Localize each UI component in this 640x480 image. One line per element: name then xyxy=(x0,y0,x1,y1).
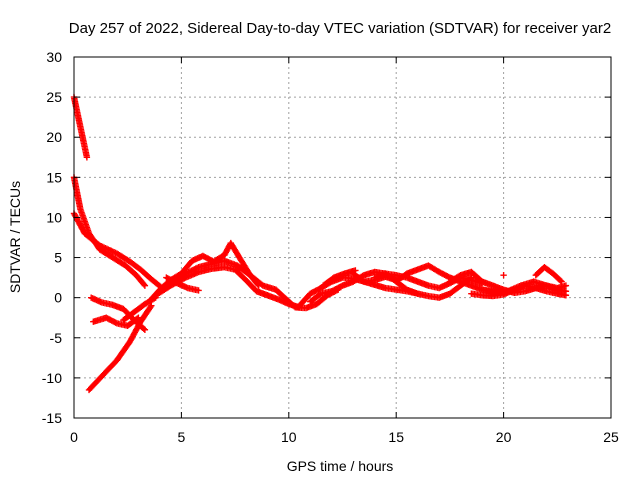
y-tick-label: 20 xyxy=(46,129,62,145)
data-point xyxy=(135,314,142,321)
y-tick-label: -10 xyxy=(42,370,62,386)
x-tick-label: 0 xyxy=(70,429,78,445)
series-track-f xyxy=(90,314,142,329)
x-tick-label: 20 xyxy=(496,429,512,445)
data-point xyxy=(189,266,197,274)
data-point xyxy=(112,319,119,326)
data-point xyxy=(193,264,201,272)
chart-title: Day 257 of 2022, Sidereal Day-to-day VTE… xyxy=(69,20,611,37)
data-point xyxy=(191,266,198,273)
y-tick-label: -15 xyxy=(42,410,62,426)
data-point xyxy=(140,281,148,288)
x-tick-label: 15 xyxy=(388,429,404,445)
data-point xyxy=(192,265,199,272)
series-track-i xyxy=(152,263,303,311)
y-axis-label: SDTVAR / TECUs xyxy=(7,181,23,293)
data-point xyxy=(185,268,192,276)
data-point xyxy=(83,154,91,161)
data-point xyxy=(562,282,570,289)
y-tick-label: 30 xyxy=(46,49,62,65)
series-track-o xyxy=(319,267,359,289)
y-tick-label: 5 xyxy=(54,250,62,266)
data-point xyxy=(500,272,507,279)
series-track-d xyxy=(85,302,155,394)
y-tick-label: 0 xyxy=(54,290,62,306)
data-point xyxy=(188,267,195,274)
y-tick-label: 15 xyxy=(46,169,62,185)
series-track-k xyxy=(163,274,202,294)
series-track-w xyxy=(500,272,507,279)
data-point xyxy=(186,268,194,275)
x-tick-labels: 0 5 10 15 20 25 xyxy=(70,429,619,445)
data-point xyxy=(141,326,149,333)
y-tick-label: -5 xyxy=(50,330,63,346)
x-axis-label: GPS time / hours xyxy=(287,458,394,474)
x-tick-label: 5 xyxy=(178,429,186,445)
data-point xyxy=(147,303,154,311)
data-point xyxy=(558,278,565,285)
data-point xyxy=(183,269,191,277)
data-point xyxy=(141,282,149,289)
series-track-b xyxy=(70,174,149,289)
data-point xyxy=(140,325,148,332)
series-track-g xyxy=(120,294,159,324)
data-point xyxy=(562,292,570,299)
y-tick-label: 25 xyxy=(46,89,62,105)
data-point xyxy=(195,287,202,294)
series-track-e xyxy=(87,294,149,333)
y-tick-label: 10 xyxy=(46,209,62,225)
series-track-v xyxy=(532,263,565,285)
data-points xyxy=(70,93,570,394)
series-track-u xyxy=(478,278,570,297)
y-tick-labels: -15 -10 -5 0 5 10 15 20 25 30 xyxy=(42,49,62,426)
data-point xyxy=(148,302,155,309)
x-tick-label: 25 xyxy=(603,429,619,445)
x-tick-label: 10 xyxy=(281,429,297,445)
data-point xyxy=(182,270,189,277)
data-point xyxy=(557,277,564,284)
grid-lines xyxy=(74,57,611,418)
data-point xyxy=(134,315,141,322)
plot-frame xyxy=(73,56,612,419)
axis-ticks xyxy=(73,56,612,419)
